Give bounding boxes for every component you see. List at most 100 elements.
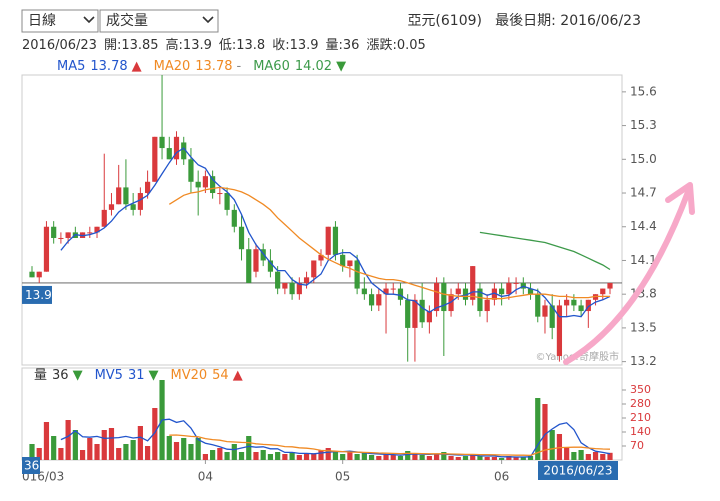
volume-bar <box>462 456 469 460</box>
candle-body <box>578 305 584 312</box>
candle-body <box>267 260 274 272</box>
candle-body <box>58 237 64 239</box>
volume-bar <box>332 452 339 460</box>
volume-bar <box>592 452 599 460</box>
candle-body <box>499 288 505 295</box>
volume-bar <box>58 448 64 460</box>
candle-body <box>354 260 360 289</box>
y-tick-label: 280 <box>630 397 651 410</box>
ma-line <box>169 434 611 457</box>
volume-bar <box>188 444 194 460</box>
candle-body <box>246 249 252 283</box>
candle-body <box>130 204 136 210</box>
quote-item: 收:13.9 <box>272 38 318 53</box>
volume-bar <box>87 438 93 460</box>
candle-body <box>383 288 389 295</box>
legend-trend: ▲ <box>233 368 243 383</box>
volume-bar <box>499 458 505 460</box>
y-tick-label: 15.0 <box>630 152 657 166</box>
volume-bar <box>397 456 404 460</box>
candle-body <box>87 232 93 234</box>
volume-bar <box>253 452 259 460</box>
volume-bar <box>354 454 360 460</box>
candle-body <box>332 226 339 255</box>
legend-name: MV20 <box>171 368 208 383</box>
candle-body <box>347 260 353 267</box>
candle-body <box>390 288 396 290</box>
legend-value: 54 <box>212 368 229 383</box>
y-tick-label: 15.3 <box>630 118 657 132</box>
volume-bar <box>376 456 382 460</box>
ma-line <box>60 147 611 318</box>
volume-bar <box>585 454 591 460</box>
dropdown-chevron <box>83 16 95 24</box>
candle-body <box>477 288 483 312</box>
price-panel <box>21 74 623 366</box>
volume-bar <box>152 408 158 460</box>
volume-bar <box>246 436 252 460</box>
candle-body <box>43 226 50 272</box>
candle-body <box>195 181 201 188</box>
volume-bar <box>383 454 389 460</box>
volume-bar <box>116 448 122 460</box>
quote-item: 量:36 <box>326 38 360 53</box>
legend-name: MA5 <box>57 59 85 74</box>
candle-body <box>441 282 447 312</box>
volume-bar <box>506 456 512 460</box>
volume-bar <box>65 420 71 460</box>
volume-bar <box>470 454 476 460</box>
date-box <box>538 461 618 480</box>
candle-body <box>166 148 172 160</box>
volume-bar <box>405 451 411 460</box>
volume-bar <box>520 457 526 460</box>
candle-body <box>188 159 194 182</box>
candle-body <box>340 254 346 267</box>
volume-bar <box>210 450 216 460</box>
y-tick-label: 14.4 <box>630 219 657 233</box>
candle-body <box>462 288 469 300</box>
volume-bar <box>426 456 432 460</box>
volume-bar <box>231 444 237 460</box>
candle-body <box>426 311 432 323</box>
candle-body <box>556 305 563 357</box>
candle-body <box>137 193 143 210</box>
candle-body <box>419 299 425 323</box>
candle-body <box>513 282 519 284</box>
candle-body <box>405 299 411 328</box>
candle-body <box>181 142 187 160</box>
period-dropdown[interactable] <box>21 9 99 33</box>
candle-body <box>152 136 158 182</box>
candle-body <box>51 226 57 238</box>
candle-body <box>311 260 317 278</box>
candle-body <box>318 254 324 261</box>
candle-body <box>368 294 375 306</box>
volume-bar <box>412 454 418 460</box>
legend-value: 14.02 <box>295 59 332 74</box>
candle-body <box>585 299 591 312</box>
volume-bar <box>94 444 100 460</box>
volume-bar <box>260 450 266 460</box>
x-tick-label: 04 <box>198 470 213 484</box>
stock-name: 亞元(6109) <box>407 13 482 29</box>
y-tick-label: 13.2 <box>630 354 657 368</box>
volume-bar <box>217 448 223 460</box>
legend-value: 13.78 <box>195 59 232 74</box>
x-tick-label: 2016/06/23 <box>543 464 612 478</box>
volume-bar <box>419 455 425 460</box>
indicator-dropdown[interactable] <box>99 9 219 33</box>
ma-line <box>168 186 610 300</box>
volume-bar <box>238 452 245 460</box>
volume-bar <box>166 436 172 460</box>
candle-body <box>238 226 245 250</box>
candle-body <box>491 288 497 300</box>
volume-bar <box>267 454 274 460</box>
y-tick-label: 14.7 <box>630 186 657 200</box>
volume-bar <box>600 454 606 460</box>
volume-bar <box>29 444 35 460</box>
legend-trend: ▼ <box>336 59 346 74</box>
legend-name: MA20 <box>154 59 191 74</box>
legend-value: 36 <box>52 368 69 383</box>
x-tick-label: 06 <box>494 470 509 484</box>
candle-body <box>535 294 541 317</box>
